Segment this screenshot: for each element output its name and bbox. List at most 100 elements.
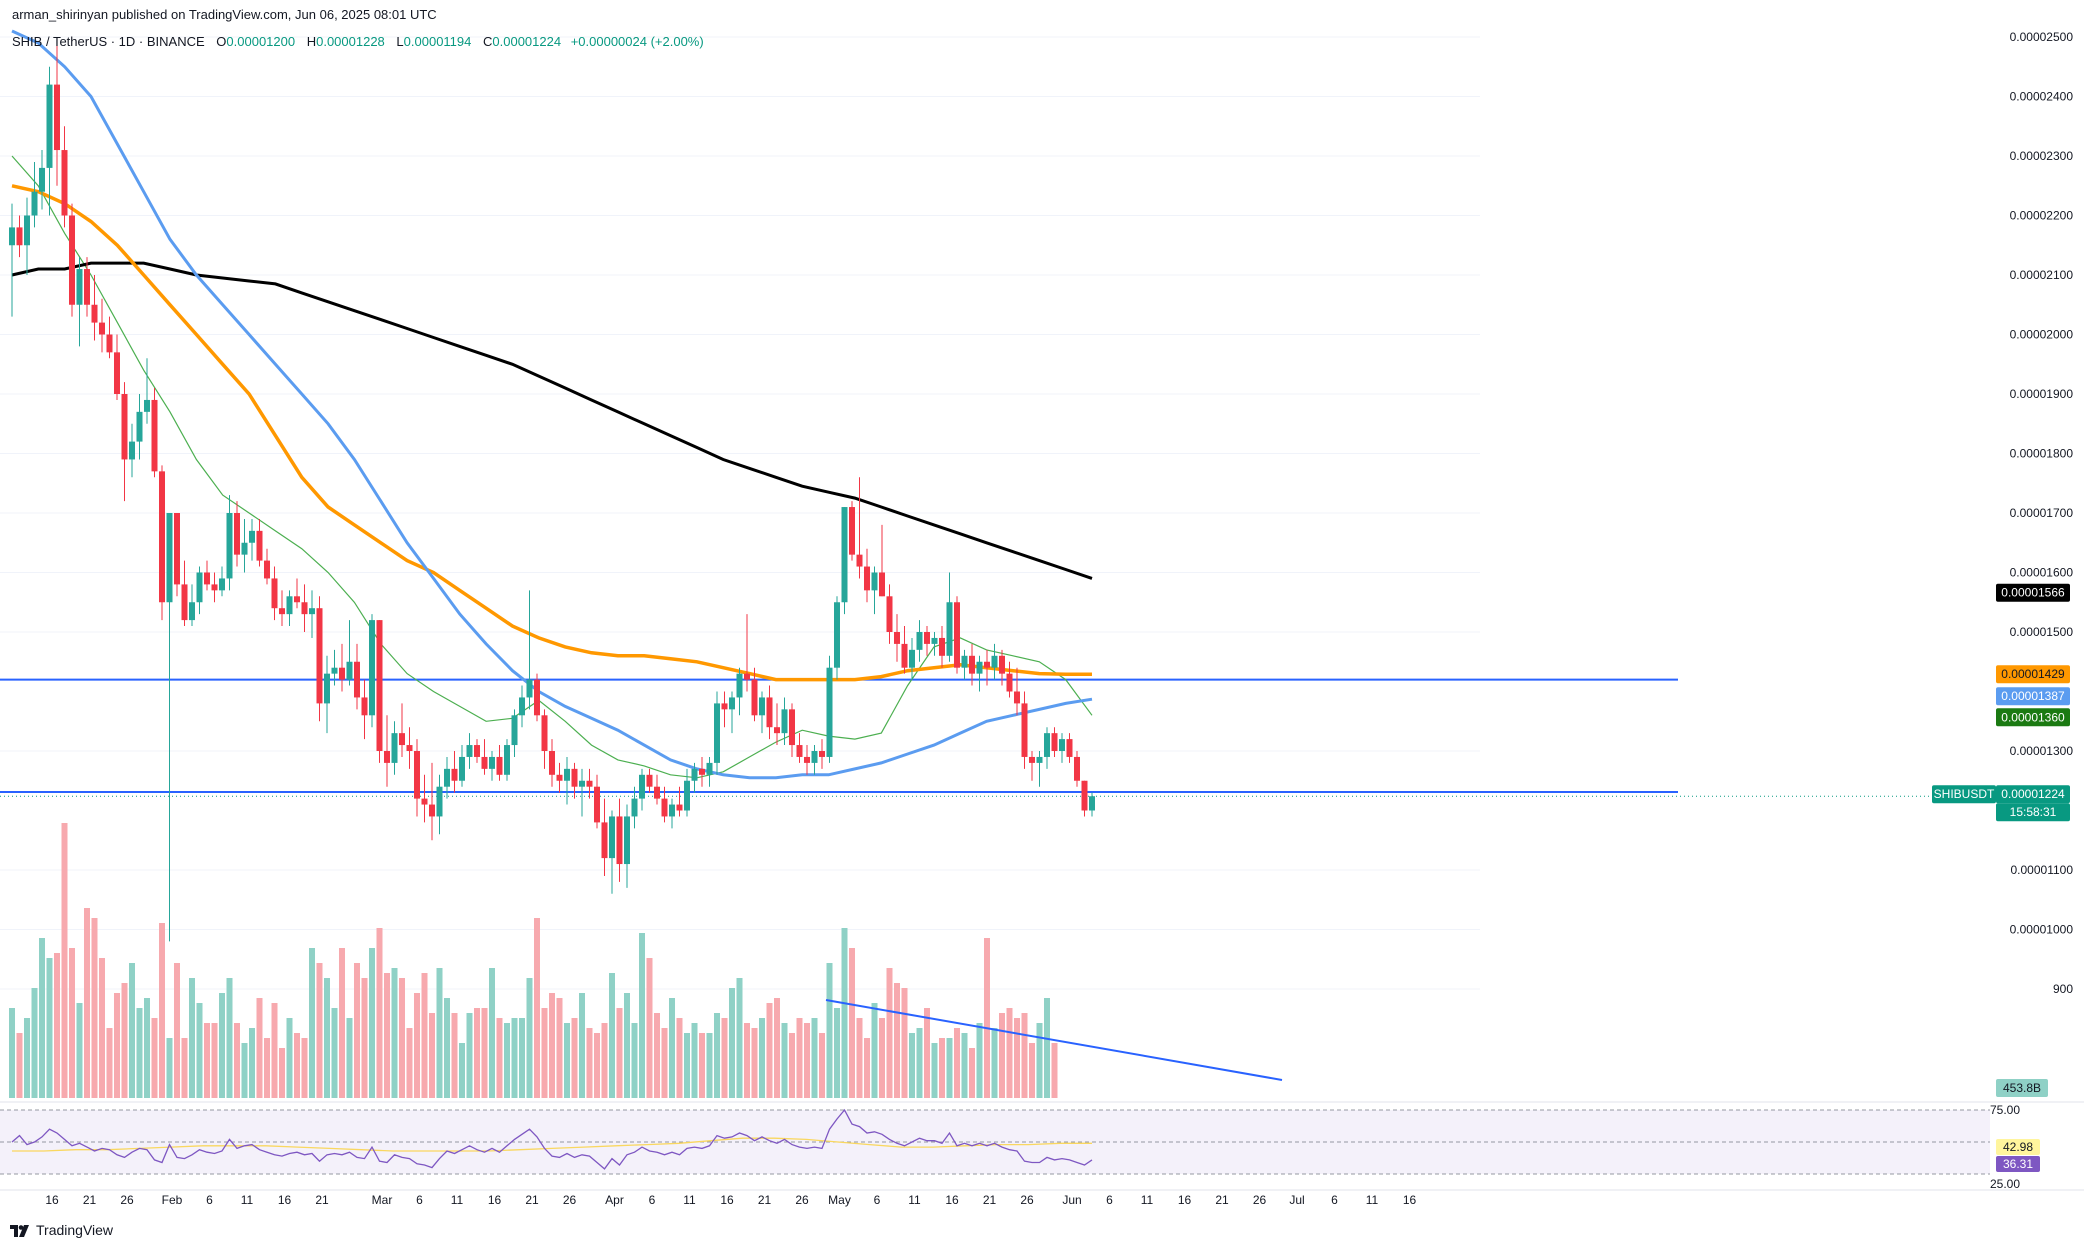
price-axis-label: 0.00001900: [2010, 387, 2074, 401]
candle-body: [459, 756, 465, 781]
candle-body: [69, 215, 75, 305]
volume-bar: [601, 1023, 608, 1098]
candle-body: [879, 572, 885, 597]
volume-bar: [766, 1003, 773, 1098]
price-axis[interactable]: 0.000026000.000025000.000024000.00002300…: [2010, 0, 2074, 996]
support-resistance-lines[interactable]: [0, 678, 1935, 797]
symbol-ohlc-line: SHIB / TetherUS · 1D · BINANCE O0.000012…: [12, 34, 704, 49]
volume-bar: [901, 988, 908, 1098]
low-value: 0.00001194: [403, 34, 472, 49]
candle-body: [991, 655, 998, 668]
candle-body: [189, 602, 195, 621]
price-axis-label: 0.00002100: [2010, 268, 2074, 282]
volume-bar: [729, 988, 735, 1098]
candle-body: [1044, 733, 1050, 757]
volume-bar: [631, 1023, 638, 1098]
time-axis-label: 16: [1403, 1193, 1417, 1207]
volume-bar: [669, 998, 675, 1098]
ma100-price-tag: 0.00001429: [2001, 667, 2065, 681]
volume-bar: [84, 908, 90, 1098]
volume-bar: [541, 1008, 548, 1098]
volume-bar: [354, 963, 360, 1098]
volume-bar: [24, 1018, 30, 1098]
volume-bar: [714, 1013, 720, 1098]
volume-bar: [324, 978, 330, 1098]
symbol-name[interactable]: SHIB / TetherUS · 1D · BINANCE: [12, 34, 205, 49]
volume-label-bg: [1996, 1079, 2048, 1097]
candle-body: [339, 667, 345, 680]
candle-body: [924, 632, 930, 644]
candle-body: [114, 352, 120, 394]
candle-body: [684, 780, 690, 811]
volume-bar: [984, 938, 990, 1098]
volume-bar: [676, 1018, 683, 1098]
candle-body: [781, 709, 788, 734]
volume-bar: [946, 1038, 953, 1098]
time-axis-label: 11: [1141, 1193, 1154, 1207]
volume-bar: [504, 1023, 510, 1098]
candle-body: [376, 620, 383, 751]
candle-body: [421, 798, 428, 805]
candle-body: [526, 679, 533, 698]
time-axis-label: Feb: [162, 1193, 183, 1207]
candle-body: [196, 572, 203, 603]
time-axis[interactable]: 16 21 26 Feb 6 11 16 21 Mar 6 11 16 21 26 Apr 6 11 16 21 26…: [45, 1193, 1416, 1207]
time-axis-label: 21: [758, 1193, 772, 1207]
time-axis-label: 6: [874, 1193, 881, 1207]
candle-body: [76, 269, 83, 305]
candle-body: [496, 756, 503, 775]
candle-body: [436, 786, 443, 817]
time-axis-label: 6: [1106, 1193, 1113, 1207]
volume-trendline[interactable]: [825, 999, 1283, 1081]
tradingview-brand[interactable]: TradingView: [10, 1222, 113, 1238]
time-axis-label: 11: [908, 1193, 921, 1207]
candle-body: [631, 798, 638, 817]
candle-body: [414, 751, 420, 799]
candle-body: [151, 399, 158, 472]
candle-body: [271, 578, 278, 609]
candle-body: [766, 697, 773, 728]
volume-bar: [136, 1008, 143, 1098]
volume-bar: [661, 1028, 668, 1098]
volume-bar: [639, 933, 645, 1098]
time-axis-label: 6: [649, 1193, 656, 1207]
volume-bar: [789, 1033, 795, 1098]
volume-bar: [474, 1008, 480, 1098]
candle-body: [324, 673, 330, 704]
candle-body: [999, 655, 1005, 674]
volume-bar: [286, 1018, 293, 1098]
volume-bar: [511, 1018, 518, 1098]
volume-bar: [399, 978, 405, 1098]
candle-body: [819, 751, 825, 757]
volume-bar: [189, 978, 195, 1098]
candle-body: [601, 822, 608, 859]
candle-body: [639, 774, 645, 799]
volume-bar: [249, 1028, 255, 1098]
candle-body: [699, 768, 705, 775]
volume-bar: [241, 1043, 248, 1098]
candle-body: [429, 804, 435, 817]
publisher-line: arman_shirinyan published on TradingView…: [12, 7, 437, 22]
volume-bar: [166, 1038, 173, 1098]
time-axis-label: 16: [945, 1193, 959, 1207]
volume-bar: [69, 948, 75, 1098]
time-axis-label: 21: [983, 1193, 997, 1207]
candlestick-series: [9, 42, 1095, 942]
price-axis-label: 0.00001600: [2010, 566, 2074, 580]
volume-bar: [954, 1028, 960, 1098]
volume-bar: [361, 978, 368, 1098]
volume-bar: [616, 1008, 623, 1098]
candle-body: [391, 733, 398, 763]
volume-bar: [534, 918, 540, 1098]
candle-body: [931, 637, 938, 644]
price-axis-label: 0.00002200: [2010, 209, 2074, 223]
candle-body: [279, 608, 285, 615]
rsi-pane: 75.00 25.00: [0, 1103, 2020, 1191]
candle-body: [706, 762, 713, 775]
candle-body: [264, 560, 270, 579]
candle-body: [1036, 756, 1043, 763]
volume-bar: [579, 993, 585, 1098]
candle-body: [871, 572, 878, 591]
volume-bar: [811, 1018, 818, 1098]
